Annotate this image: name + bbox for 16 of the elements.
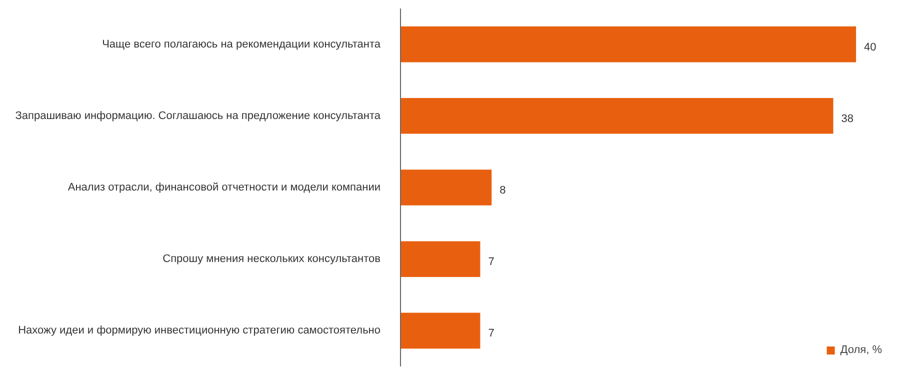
data-label: 7: [488, 328, 494, 340]
y-tick-label: Запрашиваю информацию. Соглашаюсь на предложение консультанта: [15, 110, 382, 122]
bar: [400, 241, 480, 277]
data-label: 40: [864, 41, 876, 54]
bar: [400, 170, 492, 206]
data-label: 38: [841, 112, 854, 125]
bar: [400, 98, 834, 134]
y-tick-label: Спрошу мнения нескольких консультантов: [162, 253, 381, 266]
y-tick-label: Анализ отрасли, финансовой отчетности и модели компании: [68, 182, 380, 194]
bar: [400, 26, 856, 62]
y-tick-label: Нахожу идеи и формирую инвестиционную стратегию самостоятельно: [18, 324, 381, 337]
y-tick-label: Чаще всего полагаюсь на рекомендации консультанта: [102, 38, 382, 50]
legend-label: Доля, %: [840, 344, 882, 356]
data-label: 7: [488, 256, 494, 268]
bar: [400, 312, 480, 349]
data-label: 8: [500, 184, 506, 196]
